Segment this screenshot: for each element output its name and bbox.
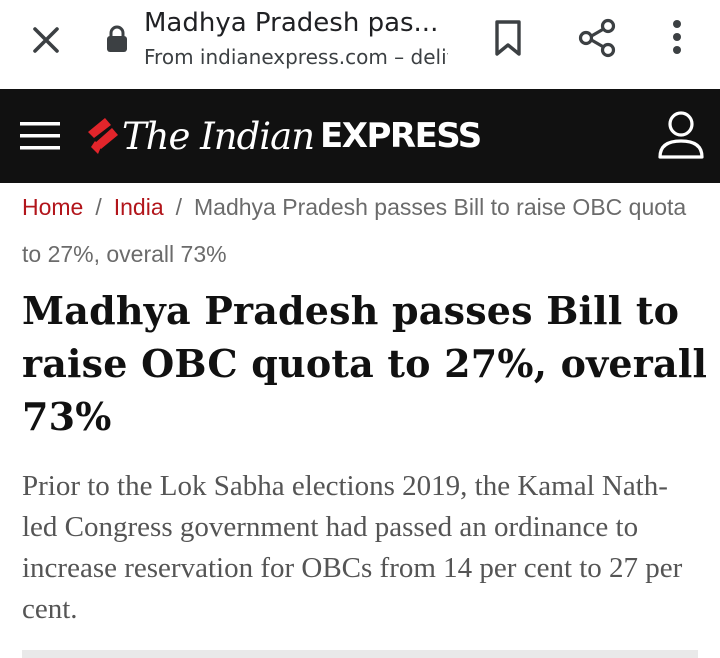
menu-icon[interactable] (18, 119, 62, 153)
breadcrumb-separator: / (175, 194, 183, 220)
site-logo[interactable]: The Indian EXPRESS (86, 111, 482, 161)
bookmark-icon[interactable] (490, 18, 526, 58)
logo-flame-icon (88, 118, 118, 154)
article-summary: Prior to the Lok Sabha elections 2019, t… (22, 470, 683, 625)
breadcrumb-separator: / (95, 194, 102, 220)
breadcrumb: Home / India / Madhya Pradesh passes Bill to… (22, 184, 702, 278)
lock-icon (107, 25, 127, 52)
article-headline: Madhya Pradesh passes Bill to raise OBC … (22, 288, 708, 439)
logo-text-the-indian: The Indian (122, 114, 315, 158)
user-account-icon[interactable] (656, 109, 706, 163)
breadcrumb-home-link[interactable]: Home (22, 194, 84, 220)
site-header: The Indian EXPRESS (0, 89, 720, 183)
breadcrumb-current: Madhya Pradesh passes Bill to raise OBC … (22, 194, 687, 267)
browser-toolbar: Madhya Pradesh pas... From indianexpress… (0, 0, 720, 89)
page-url[interactable]: From indianexpress.com – deliv (144, 45, 448, 69)
share-icon[interactable] (576, 17, 618, 59)
logo-text-express: EXPRESS (320, 116, 482, 156)
close-icon[interactable] (28, 22, 64, 58)
content-divider (22, 650, 698, 658)
more-vert-icon[interactable] (662, 17, 692, 57)
page-title: Madhya Pradesh pas... (144, 8, 439, 38)
breadcrumb-india-link[interactable]: India (113, 194, 164, 220)
